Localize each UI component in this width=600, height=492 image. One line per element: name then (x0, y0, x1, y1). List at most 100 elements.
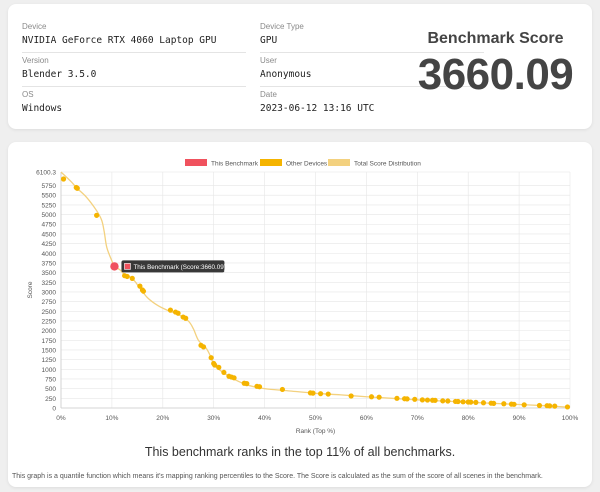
tooltip-swatch (124, 263, 131, 270)
other-device-point (445, 398, 451, 404)
other-device-point (167, 307, 174, 313)
other-device-point (473, 399, 479, 405)
os-field: OS Windows (22, 90, 246, 121)
legend-label-0: This Benchmark (211, 161, 259, 168)
other-device-point (129, 275, 135, 281)
version-value: Blender 3.5.0 (22, 69, 97, 80)
x-tick-label: 80% (462, 415, 475, 422)
other-device-point (183, 315, 189, 321)
legend-swatch-0 (185, 159, 207, 166)
chart-card: This Benchmark Other Devices Total Score D… (8, 142, 592, 487)
other-device-point (376, 394, 382, 400)
user-label: User (260, 56, 277, 65)
y-tick-label: 4500 (42, 231, 57, 238)
x-tick-label: 50% (309, 415, 322, 422)
device-type-label: Device Type (260, 22, 304, 31)
y-tick-label: 3500 (42, 270, 57, 277)
other-device-point (552, 403, 558, 409)
y-tick-label: 2000 (42, 328, 57, 335)
other-device-point (231, 375, 237, 381)
other-device-point (94, 212, 100, 218)
y-tick-label: 5250 (42, 202, 57, 209)
other-device-point (175, 310, 181, 316)
version-label: Version (22, 56, 49, 65)
device-type-value: GPU (260, 35, 278, 46)
x-tick-label: 90% (513, 415, 526, 422)
tooltip-text: This Benchmark (Score:3660.09) (133, 264, 225, 271)
other-device-point (501, 401, 507, 407)
legend-swatch-1 (260, 159, 282, 166)
y-tick-label: 1000 (42, 367, 57, 374)
other-device-point (511, 401, 517, 407)
device-info-card: Device NVIDIA GeForce RTX 4060 Laptop GP… (8, 4, 592, 129)
y-tick-label: 500 (45, 386, 56, 393)
chart-note: This graph is a quantile function which … (12, 473, 543, 480)
device-type-field: Device Type GPU (260, 22, 484, 53)
y-tick-label: 3750 (42, 260, 57, 267)
other-device-point (200, 344, 207, 350)
x-tick-label: 100% (562, 415, 579, 422)
other-device-point (521, 402, 527, 408)
other-device-point (325, 391, 331, 397)
legend-label-1: Other Devices (286, 161, 328, 168)
y-tick-label: 2500 (42, 309, 57, 316)
other-device-point (468, 399, 474, 405)
y-tick-label: 0 (52, 406, 56, 413)
date-field: Date 2023-06-12 13:16 UTC (260, 90, 484, 121)
other-device-point (419, 397, 425, 403)
other-device-point (124, 273, 130, 280)
y-tick-label: 3250 (42, 280, 57, 287)
other-device-point (536, 402, 543, 409)
other-device-point (404, 396, 410, 402)
other-device-point (412, 396, 418, 402)
os-label: OS (22, 90, 34, 99)
other-device-point (424, 397, 431, 403)
other-device-point (74, 185, 80, 191)
other-device-point (564, 404, 571, 410)
y-tick-label: 4000 (42, 251, 57, 258)
other-device-point (279, 386, 286, 393)
os-value: Windows (22, 103, 63, 114)
y-tick-label: 4250 (42, 241, 57, 248)
y-axis-title: Score (27, 281, 34, 298)
this-benchmark-point (110, 262, 119, 271)
other-device-point (460, 399, 466, 405)
other-device-point (440, 398, 446, 404)
x-tick-label: 10% (105, 415, 118, 422)
other-device-point (208, 355, 214, 361)
y-tick-label: 5750 (42, 183, 57, 190)
other-device-point (348, 393, 354, 399)
x-tick-label: 0% (56, 415, 66, 422)
version-field: Version Blender 3.5.0 (22, 56, 246, 87)
user-value: Anonymous (260, 69, 312, 80)
other-device-point (140, 288, 147, 294)
tooltip-box (121, 260, 225, 273)
benchmark-score-title: Benchmark Score (427, 30, 564, 47)
device-value: NVIDIA GeForce RTX 4060 Laptop GPU (22, 35, 217, 46)
y-tick-label: 2250 (42, 318, 57, 325)
device-field: Device NVIDIA GeForce RTX 4060 Laptop GP… (22, 22, 246, 53)
device-label: Device (22, 22, 47, 31)
user-field: User Anonymous (260, 56, 484, 87)
y-tick-label: 2750 (42, 299, 57, 306)
rank-sentence: This benchmark ranks in the top 11% of a… (144, 445, 456, 459)
x-tick-label: 30% (207, 415, 220, 422)
other-device-point (394, 395, 400, 401)
other-device-point (137, 283, 143, 289)
other-device-point (212, 362, 218, 368)
y-tick-label: 750 (45, 376, 56, 383)
y-tick-label: 1500 (42, 347, 57, 354)
x-tick-label: 70% (411, 415, 424, 422)
y-tick-label: 5500 (42, 193, 57, 200)
y-tick-label: 4750 (42, 222, 57, 229)
x-tick-label: 60% (360, 415, 373, 422)
y-tick-label: 1250 (42, 357, 57, 364)
legend-label-2: Total Score Distribution (354, 161, 421, 168)
other-device-point (216, 364, 222, 370)
y-tick-label: 6100.3 (36, 170, 56, 177)
other-device-point (455, 398, 461, 405)
y-tick-label: 250 (45, 396, 56, 403)
y-tick-label: 1750 (42, 338, 57, 345)
date-value: 2023-06-12 13:16 UTC (260, 103, 375, 114)
other-device-point (368, 394, 375, 400)
